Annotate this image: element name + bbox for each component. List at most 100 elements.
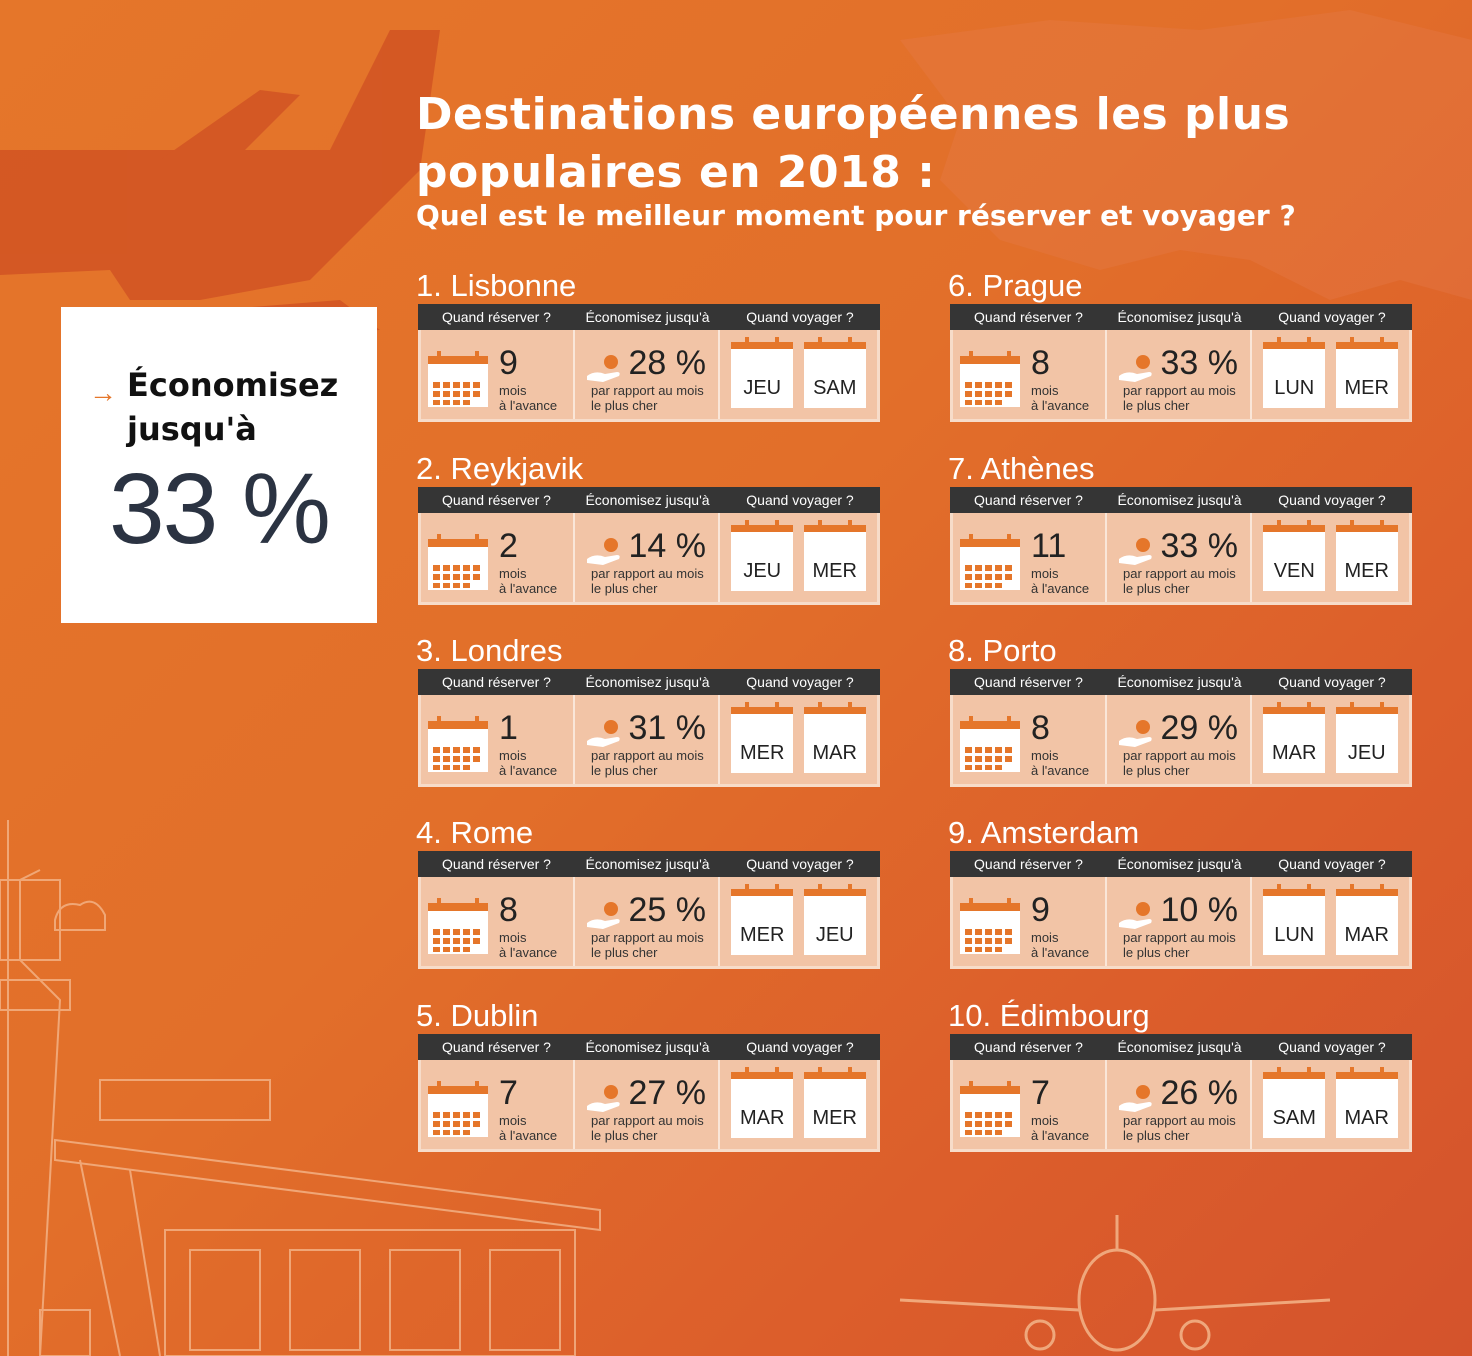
coin-hand-icon xyxy=(587,902,620,929)
destination-card: 3. Londres Quand réserver ? Économisez j… xyxy=(416,633,884,787)
header-book: Quand réserver ? xyxy=(974,1039,1083,1055)
saving-unit: par rapport au mois xyxy=(1123,566,1236,581)
months-unit: mois xyxy=(499,748,527,763)
destination-name: 7. Athènes xyxy=(948,451,1095,486)
saving-unit: par rapport au mois xyxy=(591,383,704,398)
travel-cell: MER JEU xyxy=(720,877,877,966)
table-row: 9 mois à l'avance 28 % par rapport au mo… xyxy=(418,330,880,422)
coin-hand-icon xyxy=(1119,1085,1152,1112)
book-cell: 1 mois à l'avance xyxy=(421,695,575,784)
coin-hand-icon xyxy=(587,1085,620,1112)
header-book: Quand réserver ? xyxy=(974,492,1083,508)
saving-value: 27 % xyxy=(628,1074,707,1112)
months-unit-advance: à l'avance xyxy=(499,1128,558,1143)
save-cell: 31 % par rapport au mois le plus cher xyxy=(575,695,720,784)
calendar-icon xyxy=(960,534,1020,590)
header-save: Économisez jusqu'à xyxy=(585,492,710,508)
months-unit-advance: à l'avance xyxy=(499,581,558,596)
travel-cell: MAR JEU xyxy=(1252,695,1409,784)
destination-table: Quand réserver ? Économisez jusqu'à Quan… xyxy=(418,851,880,969)
save-cell: 28 % par rapport au mois le plus cher xyxy=(575,330,720,419)
calendar-icon xyxy=(960,1081,1020,1137)
saving-unit-expensive: le plus cher xyxy=(591,398,658,413)
destination-table: Quand réserver ? Économisez jusqu'à Quan… xyxy=(950,1034,1412,1152)
months-unit: mois xyxy=(499,566,527,581)
book-cell: 8 mois à l'avance xyxy=(953,695,1107,784)
travel-day-1: MER xyxy=(731,701,794,773)
coin-hand-icon xyxy=(1119,720,1152,747)
book-cell: 9 mois à l'avance xyxy=(953,877,1107,966)
table-row: 1 mois à l'avance 31 % par rapport au mo… xyxy=(418,695,880,787)
months-value: 9 xyxy=(499,344,518,382)
header-travel: Quand voyager ? xyxy=(746,856,854,872)
months-value: 1 xyxy=(499,709,518,747)
destination-name: 5. Dublin xyxy=(416,998,539,1033)
saving-unit: par rapport au mois xyxy=(1123,1113,1236,1128)
destination-name: 10. Édimbourg xyxy=(948,998,1150,1033)
months-unit: mois xyxy=(1031,930,1059,945)
travel-cell: JEU MER xyxy=(720,513,877,602)
header-travel: Quand voyager ? xyxy=(1278,309,1386,325)
saving-unit-expensive: le plus cher xyxy=(591,763,658,778)
header-travel: Quand voyager ? xyxy=(1278,856,1386,872)
save-cell: 27 % par rapport au mois le plus cher xyxy=(575,1060,720,1149)
header-book: Quand réserver ? xyxy=(442,1039,551,1055)
travel-day-1: MAR xyxy=(731,1066,794,1138)
destination-card: 1. Lisbonne Quand réserver ? Économisez … xyxy=(416,268,884,422)
airplane-front-icon xyxy=(899,1215,1331,1352)
destination-name: 3. Londres xyxy=(416,633,563,668)
header-book: Quand réserver ? xyxy=(974,856,1083,872)
page-subtitle: Quel est le meilleur moment pour réserve… xyxy=(416,199,1296,232)
header-travel: Quand voyager ? xyxy=(746,674,854,690)
calendar-icon xyxy=(428,534,488,590)
destination-card: 6. Prague Quand réserver ? Économisez ju… xyxy=(948,268,1416,422)
travel-day-1: LUN xyxy=(1263,883,1326,955)
coin-hand-icon xyxy=(1119,538,1152,565)
table-row: 8 mois à l'avance 29 % par rapport au mo… xyxy=(950,695,1412,787)
book-cell: 11 mois à l'avance xyxy=(953,513,1107,602)
months-unit: mois xyxy=(1031,383,1059,398)
airplane-silhouette-icon xyxy=(0,30,440,345)
saving-value: 28 % xyxy=(628,344,707,382)
saving-unit-expensive: le plus cher xyxy=(591,945,658,960)
travel-day-1: JEU xyxy=(731,519,794,591)
destination-card: 9. Amsterdam Quand réserver ? Économisez… xyxy=(948,815,1416,969)
months-unit: mois xyxy=(499,1113,527,1128)
saving-value: 33 % xyxy=(1160,527,1239,565)
coin-hand-icon xyxy=(1119,902,1152,929)
header-book: Quand réserver ? xyxy=(442,856,551,872)
table-header: Quand réserver ? Économisez jusqu'à Quan… xyxy=(418,304,880,330)
months-value: 9 xyxy=(1031,891,1050,929)
travel-day-1: VEN xyxy=(1263,519,1326,591)
months-unit-advance: à l'avance xyxy=(1031,581,1090,596)
saving-unit-expensive: le plus cher xyxy=(1123,763,1190,778)
travel-day-2: MER xyxy=(803,1066,866,1138)
calendar-icon xyxy=(960,716,1020,772)
travel-day-1: JEU xyxy=(731,336,794,408)
travel-cell: LUN MER xyxy=(1252,330,1409,419)
header-travel: Quand voyager ? xyxy=(746,309,854,325)
save-cell: 29 % par rapport au mois le plus cher xyxy=(1107,695,1252,784)
saving-unit-expensive: le plus cher xyxy=(1123,945,1190,960)
travel-day-2: MER xyxy=(1335,336,1398,408)
table-row: 7 mois à l'avance 27 % par rapport au mo… xyxy=(418,1060,880,1152)
table-header: Quand réserver ? Économisez jusqu'à Quan… xyxy=(418,669,880,695)
calendar-icon xyxy=(428,351,488,407)
table-row: 11 mois à l'avance 33 % par rapport au m… xyxy=(950,513,1412,605)
table-header: Quand réserver ? Économisez jusqu'à Quan… xyxy=(950,669,1412,695)
months-value: 2 xyxy=(499,527,518,565)
book-cell: 8 mois à l'avance xyxy=(421,877,575,966)
header-travel: Quand voyager ? xyxy=(1278,492,1386,508)
header-save: Économisez jusqu'à xyxy=(1117,492,1242,508)
header-travel: Quand voyager ? xyxy=(1278,1039,1386,1055)
months-value: 8 xyxy=(499,891,518,929)
calendar-icon xyxy=(428,898,488,954)
saving-value: 33 % xyxy=(1160,344,1239,382)
months-unit: mois xyxy=(499,383,527,398)
months-unit-advance: à l'avance xyxy=(1031,1128,1090,1143)
destination-table: Quand réserver ? Économisez jusqu'à Quan… xyxy=(950,669,1412,787)
saving-value: 29 % xyxy=(1160,709,1239,747)
destination-table: Quand réserver ? Économisez jusqu'à Quan… xyxy=(418,1034,880,1152)
months-value: 7 xyxy=(499,1074,518,1112)
table-header: Quand réserver ? Économisez jusqu'à Quan… xyxy=(950,1034,1412,1060)
